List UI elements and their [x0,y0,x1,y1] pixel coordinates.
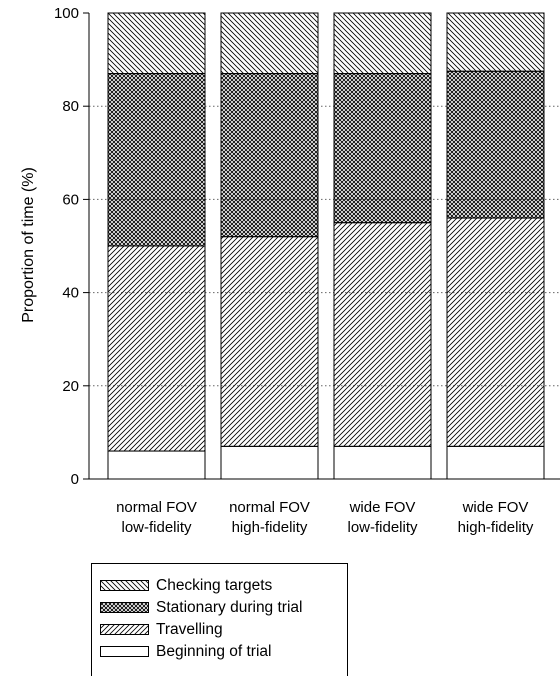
legend-swatch [100,580,149,591]
bars [107,12,545,480]
x-tick-label: wide FOV [462,499,529,516]
legend-label: Checking targets [156,577,273,594]
bar-segment [446,217,545,447]
y-tick-label: 0 [71,471,79,488]
bar-segment [446,445,545,480]
y-tick-label: 40 [62,285,79,302]
bar-segment [220,73,319,238]
x-axis-labels: normal FOV low-fidelity normal FOV high-fid… [116,499,534,536]
y-tick-label: 100 [54,5,79,22]
x-tick-label: normal FOV [229,499,310,516]
bar-segment [333,12,432,75]
legend-swatch [100,624,149,635]
x-tick-label: high-fidelity [458,519,534,536]
x-tick-label: normal FOV [116,499,197,516]
bar-segment [333,73,432,224]
bar-segment [107,73,206,247]
y-tick-label: 80 [62,98,79,115]
bar-segment [220,236,319,447]
legend-label: Stationary during trial [156,599,303,616]
x-tick-label: low-fidelity [347,519,418,536]
legend-label: Travelling [156,621,223,638]
x-tick-label: wide FOV [349,499,416,516]
bar-segment [446,70,545,219]
x-tick-label: low-fidelity [121,519,192,536]
y-tick-label: 20 [62,378,79,395]
legend-label: Beginning of trial [156,643,272,660]
y-axis: 0 20 40 60 80 100 [54,5,560,488]
y-tick-label: 60 [62,191,79,208]
bar-segment [220,12,319,75]
legend-swatch [100,646,149,657]
legend-swatch [100,602,149,613]
bar-segment [220,445,319,480]
bar-segment [107,450,206,480]
y-axis-title: Proportion of time (%) [20,167,37,323]
bar-segment [107,245,206,452]
bar-segment [446,12,545,72]
legend: Checking targets Stationary during trial T… [91,563,348,676]
bar-segment [107,12,206,75]
bar-segment [333,445,432,480]
bar-segment [333,222,432,447]
x-tick-label: high-fidelity [232,519,308,536]
